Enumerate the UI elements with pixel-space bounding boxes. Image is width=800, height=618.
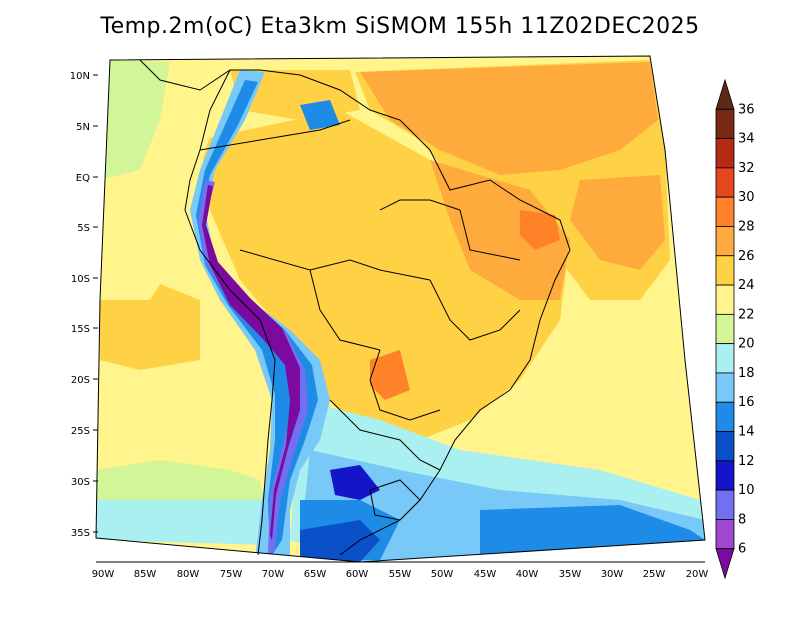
colorbar-label: 24 <box>738 278 755 293</box>
colorbar-band <box>715 343 735 374</box>
lon-label-80w: 80W <box>177 569 200 580</box>
lat-label-20s: 20S <box>71 375 90 386</box>
colorbar-label: 14 <box>738 425 755 440</box>
colorbar-band <box>715 255 735 286</box>
colorbar-band <box>715 401 735 432</box>
colorbar-bottom-triangle <box>715 548 735 580</box>
lat-label-5s: 5S <box>77 223 90 234</box>
colorbar-label: 10 <box>738 483 755 498</box>
colorbar-label: 36 <box>738 102 755 117</box>
lat-label-10s: 10S <box>71 274 90 285</box>
lon-label-45w: 45W <box>474 569 497 580</box>
colorbar-band <box>715 431 735 462</box>
lat-axis: 10N 5N EQ 5S 10S 15S 20S 25S 30S 35S <box>70 71 90 539</box>
lon-label-60w: 60W <box>346 569 369 580</box>
colorbar-band <box>715 489 735 520</box>
lat-label-15s: 15S <box>71 324 90 335</box>
lon-label-25w: 25W <box>643 569 666 580</box>
colorbar-label: 16 <box>738 395 755 410</box>
colorbar-band <box>715 138 735 169</box>
map-title: Temp.2m(oC) Eta3km SiSMOM 155h 11Z02DEC2… <box>100 14 700 39</box>
lat-ticks <box>93 74 98 533</box>
lon-label-35w: 35W <box>559 569 582 580</box>
colorbar-label: 28 <box>738 219 755 234</box>
lon-label-90w: 90W <box>92 569 115 580</box>
colorbar-label: 22 <box>738 307 755 322</box>
temperature-field <box>96 56 705 562</box>
colorbar-band <box>715 284 735 315</box>
colorbar-band <box>715 519 735 550</box>
colorbar-band <box>715 167 735 198</box>
coastlines <box>139 59 571 556</box>
lon-label-65w: 65W <box>304 569 327 580</box>
lon-label-50w: 50W <box>431 569 454 580</box>
colorbar-label: 30 <box>738 190 755 205</box>
colorbar-band <box>715 313 735 345</box>
lat-label-25s: 25S <box>71 426 90 437</box>
colorbar: 6 8 10 12 14 16 18 20 22 24 26 28 30 32 34 36 <box>715 78 755 580</box>
colorbar-band <box>715 108 735 139</box>
lon-label-40w: 40W <box>516 569 539 580</box>
lat-label-10n: 10N <box>70 71 90 82</box>
lat-label-eq: EQ <box>76 173 90 184</box>
lon-label-75w: 75W <box>220 569 243 580</box>
lon-axis: 90W 85W 80W 75W 70W 65W 60W 55W 50W 45W … <box>92 569 709 580</box>
colorbar-label: 6 <box>738 542 746 557</box>
colorbar-band <box>715 460 735 491</box>
colorbar-label: 8 <box>738 512 746 527</box>
colorbar-band <box>715 196 735 227</box>
colorbar-band <box>715 372 735 403</box>
colorbar-top-triangle <box>715 78 735 110</box>
lon-label-20w: 20W <box>686 569 709 580</box>
colorbar-label: 34 <box>738 132 755 147</box>
domain-outline <box>95 55 706 563</box>
colorbar-label: 20 <box>738 337 755 352</box>
colorbar-label: 32 <box>738 161 755 176</box>
lon-label-85w: 85W <box>134 569 157 580</box>
colorbar-label: 26 <box>738 249 755 264</box>
colorbar-band <box>715 226 735 257</box>
lat-label-5n: 5N <box>76 122 90 133</box>
colorbar-label: 18 <box>738 366 755 381</box>
lon-label-70w: 70W <box>262 569 285 580</box>
lon-label-30w: 30W <box>601 569 624 580</box>
lon-label-55w: 55W <box>389 569 412 580</box>
lat-label-30s: 30S <box>71 477 90 488</box>
colorbar-label: 12 <box>738 454 755 469</box>
lat-label-35s: 35S <box>71 528 90 539</box>
